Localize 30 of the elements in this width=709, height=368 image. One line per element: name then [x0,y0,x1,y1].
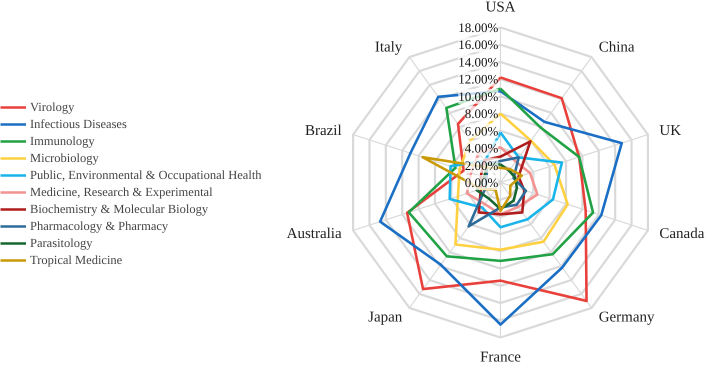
y-tick-label: 4.00% [464,140,499,156]
spoke-label: Australia [286,226,342,242]
legend-label: Public, Environmental & Occupational Health [30,167,262,183]
legend-label: Pharmacology & Pharmacy [30,218,168,234]
y-tick-label: 10.00% [458,88,499,104]
y-tick-label: 8.00% [464,106,499,122]
y-tick-label: 18.00% [458,20,499,35]
y-tick-label: 14.00% [458,54,499,70]
legend-label: Virology [30,99,74,115]
legend-label: Biochemistry & Molecular Biology [30,201,208,217]
legend-label: Parasitology [30,235,92,251]
y-tick-label: 16.00% [458,37,499,52]
spoke-label: UK [659,122,682,139]
spoke-label: Japan [368,310,403,326]
y-tick-label: 2.00% [464,158,499,173]
y-tick-label: 0.00% [464,175,499,190]
legend-label: Medicine, Research & Experimental [30,184,213,200]
spoke-label: Germany [598,310,656,326]
spoke-label: China [598,39,635,56]
spoke-label: France [480,350,522,366]
legend-label: Infectious Diseases [30,116,127,132]
spoke-label: Canada [659,226,705,242]
spoke-label: Italy [374,39,403,56]
spoke-label: USA [485,0,516,16]
legend-label: Microbiology [30,150,99,166]
spoke-label: Brazil [304,122,342,139]
legend-label: Tropical Medicine [30,252,122,268]
y-tick-label: 6.00% [464,123,499,138]
legend-label: Immunology [30,133,95,149]
y-tick-label: 12.00% [458,72,499,87]
